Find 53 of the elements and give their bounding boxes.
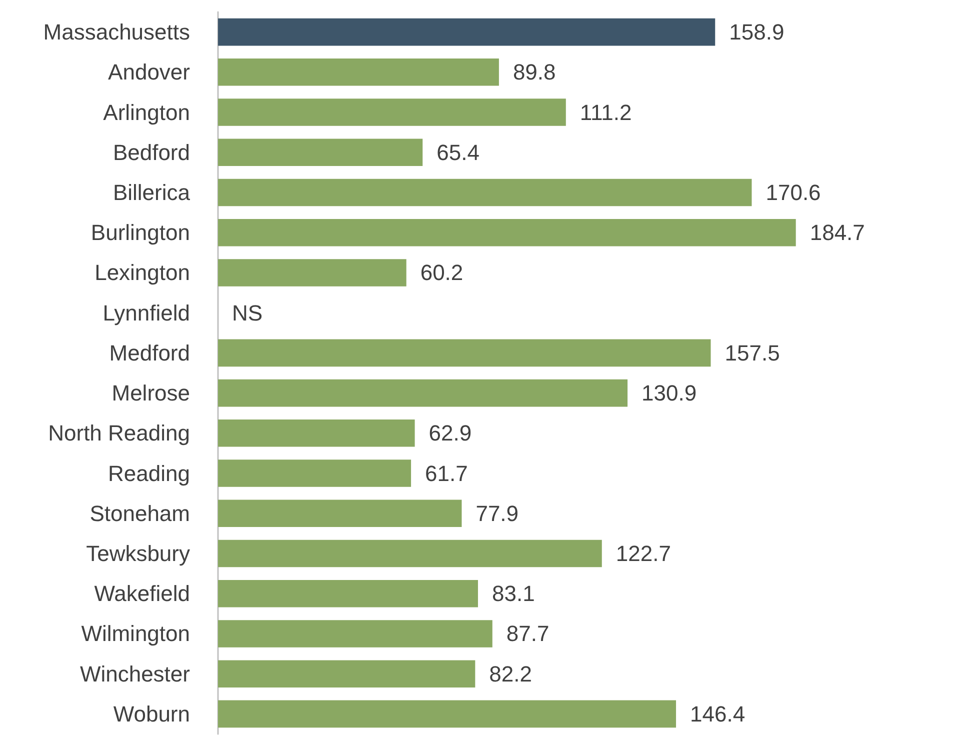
bar [218,58,499,86]
bar [218,580,478,608]
data-label: 146.4 [690,701,746,726]
y-tick-label: Stoneham [90,500,190,526]
data-label: 158.9 [729,20,784,45]
data-label: 65.4 [436,140,480,165]
y-tick-label: Wilmington [81,621,190,646]
y-tick-label: Tewksbury [86,541,190,566]
y-tick-label: Burlington [90,220,190,246]
bar [218,700,676,728]
bar [218,460,412,487]
bar [218,379,628,407]
data-label: 60.2 [420,260,464,286]
bar [218,178,752,206]
y-tick-label: Massachusetts [43,20,190,45]
y-tick-label: Andover [108,60,190,85]
bar [218,540,602,568]
bar [218,138,423,166]
bar [218,218,796,246]
y-tick-label: Arlington [103,100,190,125]
data-label: 157.5 [724,340,780,366]
data-label: 82.2 [489,661,532,686]
y-tick-label: Billerica [112,180,191,205]
y-tick-label: Reading [108,460,190,486]
data-label: 89.8 [512,60,556,85]
bar [218,420,415,447]
bar [218,620,492,648]
bar [218,500,462,528]
bar [218,18,716,46]
data-label: 62.9 [428,420,472,446]
y-tick-label: Lexington [94,260,190,286]
bar [218,660,476,688]
data-label: 130.9 [642,380,697,406]
y-tick-label: Woburn [113,701,190,726]
data-label: 77.9 [476,500,519,526]
data-label: 111.2 [580,100,632,125]
data-label: 87.7 [506,621,550,646]
data-label: 122.7 [616,541,671,566]
text: NS [232,300,263,326]
data-label: 83.1 [492,581,535,606]
data-label: 184.7 [810,220,865,246]
bar [218,259,406,286]
bar [218,339,711,367]
y-tick-label: Melrose [112,380,190,406]
data-label: 170.6 [766,180,821,205]
y-tick-label: Bedford [112,140,190,165]
bar [218,98,566,126]
y-tick-label: Wakefield [94,581,190,606]
y-tick-label: Medford [109,340,190,366]
data-label: 61.7 [425,460,468,486]
y-tick-label: Winchester [80,661,190,686]
y-tick-label: North Reading [48,420,190,446]
y-tick-label: Lynnfield [102,300,190,326]
